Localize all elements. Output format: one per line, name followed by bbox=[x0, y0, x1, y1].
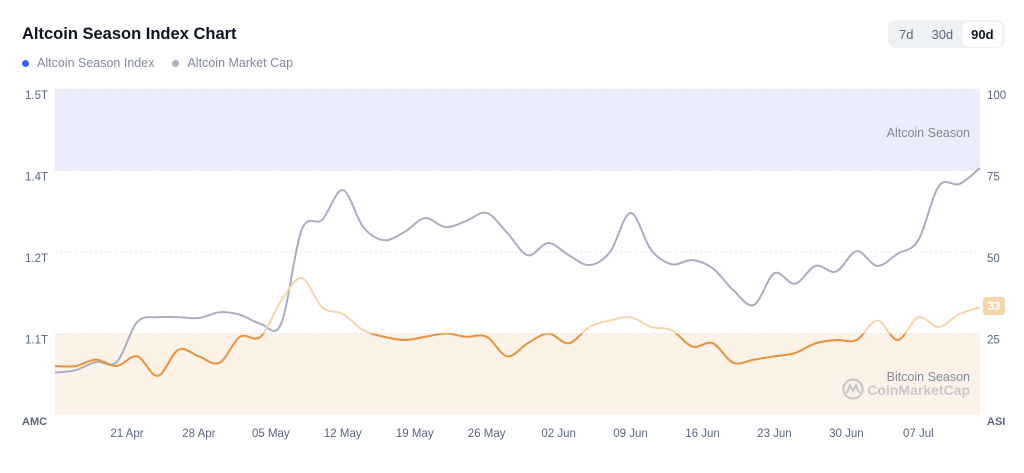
right-axis-name: ASI bbox=[987, 416, 1005, 428]
right-axis-tick: 75 bbox=[987, 172, 1000, 184]
altcoin-market-cap-line bbox=[54, 167, 981, 374]
legend-dot-icon bbox=[22, 59, 29, 67]
x-axis-tick: 07 Jul bbox=[903, 428, 934, 440]
watermark-text: CoinMarketCap bbox=[867, 382, 970, 398]
current-value-text: 33 bbox=[988, 301, 1001, 313]
x-axis-tick: 09 Jun bbox=[613, 428, 648, 440]
x-axis-tick: 26 May bbox=[468, 428, 506, 440]
left-axis-tick: 1.4T bbox=[25, 172, 48, 184]
left-axis-name: AMC bbox=[22, 416, 47, 428]
legend: Altcoin Season Index Altcoin Market Cap bbox=[22, 56, 293, 70]
legend-item-amc[interactable]: Altcoin Market Cap bbox=[172, 56, 293, 70]
range-30d-button[interactable]: 30d bbox=[931, 26, 954, 42]
legend-item-asi[interactable]: Altcoin Season Index bbox=[22, 56, 154, 70]
x-axis-tick: 23 Jun bbox=[757, 428, 792, 440]
bitcoin-season-label: Bitcoin Season bbox=[887, 370, 970, 384]
x-axis-tick: 30 Jun bbox=[829, 428, 864, 440]
legend-label: Altcoin Market Cap bbox=[187, 56, 294, 70]
right-axis-tick: 100 bbox=[987, 90, 1006, 102]
altcoin-season-index-line-below bbox=[54, 333, 907, 377]
range-90d-button[interactable]: 90d bbox=[963, 21, 1002, 47]
legend-label: Altcoin Season Index bbox=[37, 56, 155, 70]
right-axis-tick: 50 bbox=[987, 253, 1000, 265]
x-axis-tick: 02 Jun bbox=[541, 428, 576, 440]
coinmarketcap-logo-icon: CoinMarketCap bbox=[842, 378, 970, 400]
left-axis-tick: 1.2T bbox=[25, 253, 48, 265]
left-axis-tick: 1.5T bbox=[25, 90, 48, 102]
chart-title: Altcoin Season Index Chart bbox=[22, 25, 237, 43]
right-axis-tick: 25 bbox=[987, 335, 1000, 347]
left-axis-tick: 1.1T bbox=[25, 335, 48, 347]
x-axis-tick: 05 May bbox=[252, 428, 290, 440]
range-7d-button[interactable]: 7d bbox=[899, 26, 914, 42]
x-axis-tick: 12 May bbox=[324, 428, 362, 440]
legend-dot-icon bbox=[172, 59, 180, 67]
x-axis-tick: 19 May bbox=[396, 428, 434, 440]
x-axis-tick: 28 Apr bbox=[182, 428, 215, 440]
x-axis-tick: 21 Apr bbox=[110, 428, 143, 440]
current-value-badge: 33 bbox=[983, 297, 1005, 315]
bitcoin-season-band bbox=[55, 333, 980, 415]
altcoin-season-band bbox=[55, 89, 980, 171]
x-axis-tick: 16 Jun bbox=[685, 428, 720, 440]
altcoin-season-label: Altcoin Season bbox=[887, 126, 970, 140]
time-range-selector: 7d 30d 90d bbox=[888, 20, 1005, 48]
